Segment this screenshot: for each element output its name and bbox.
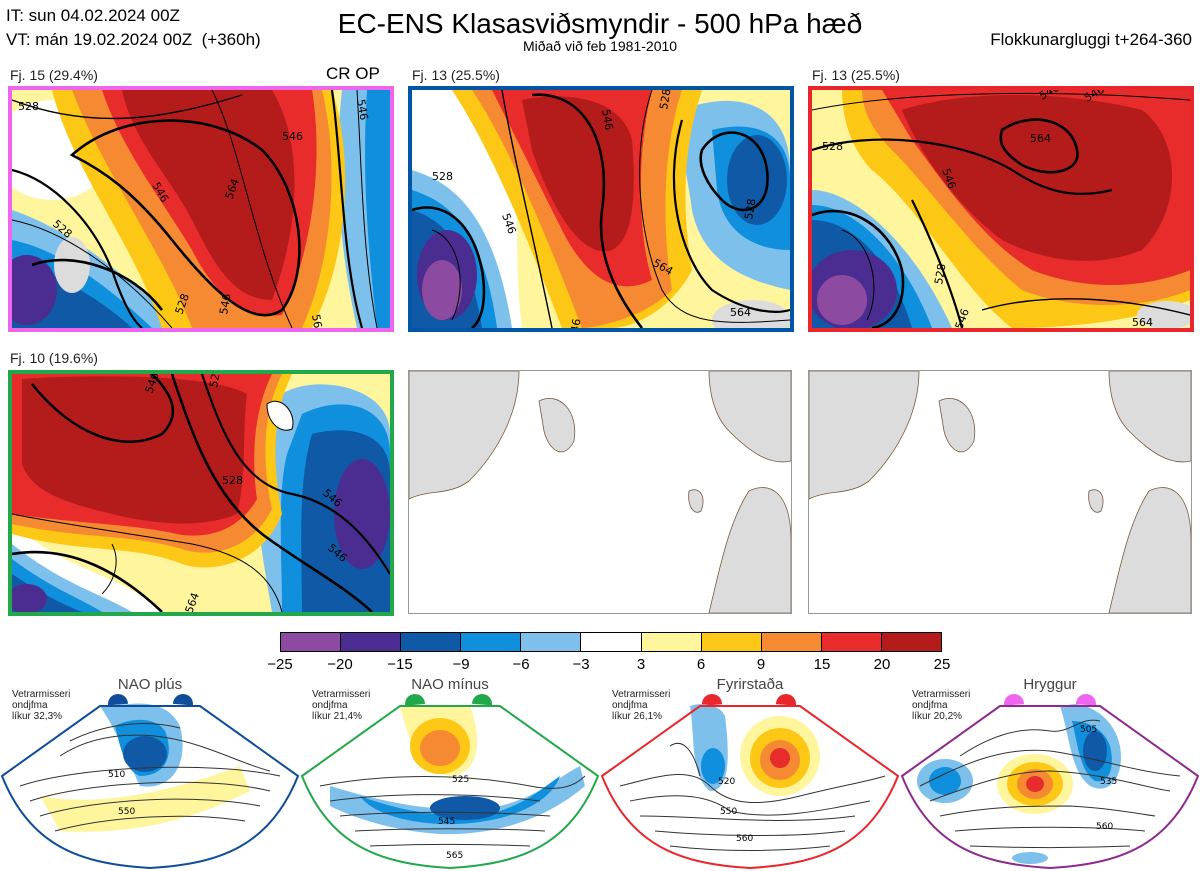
regime-contour-label: 545 bbox=[438, 817, 455, 827]
colorbar-tick: 15 bbox=[813, 656, 831, 673]
empty-base-map-1 bbox=[408, 370, 792, 614]
cluster-2-contour-6: 564 bbox=[730, 306, 751, 319]
cluster-4-contour-5: 564 bbox=[183, 591, 202, 612]
colorbar-tick: −15 bbox=[387, 656, 413, 673]
regime-name: Hryggur bbox=[1023, 676, 1077, 693]
colorbar-swatch bbox=[281, 633, 342, 651]
colorbar-swatch bbox=[341, 633, 402, 651]
cluster-3-contour-2: 564 bbox=[1030, 132, 1051, 145]
cluster-2-contour-5: 546 bbox=[567, 318, 583, 328]
cluster-map-2: 546 528 528 546 564 546 564 528 bbox=[408, 86, 794, 332]
regime-name: NAO plús bbox=[117, 676, 183, 693]
regime-note: Vetrarmisseri ondjfma líkur 32,3% bbox=[12, 689, 70, 722]
regime-nao-plus: NAO plús Vetrarmisseri ondjfma líkur 32,… bbox=[0, 676, 300, 871]
regime-contour-label: 565 bbox=[446, 851, 463, 861]
regime-note: Vetrarmisseri ondjfma líkur 20,2% bbox=[912, 689, 970, 722]
regime-map: 505 535 560 bbox=[900, 702, 1200, 870]
regime-contour-label: 550 bbox=[720, 807, 737, 817]
cluster-1-extra-label: CR OP bbox=[326, 64, 380, 83]
colorbar-swatch bbox=[401, 633, 462, 651]
colorbar-tick: 3 bbox=[636, 656, 646, 673]
cluster-2-contour-1: 528 bbox=[432, 170, 453, 183]
cluster-3-contour-6: 564 bbox=[1132, 316, 1153, 328]
empty-base-map-2 bbox=[808, 370, 1192, 614]
valid-time: VT: mán 19.02.2024 00Z (+360h) bbox=[6, 30, 261, 49]
colorbar-swatch bbox=[821, 633, 882, 651]
cluster-4-contour-1: 528 bbox=[207, 374, 223, 389]
colorbar-tick: 6 bbox=[696, 656, 706, 673]
colorbar-swatch bbox=[641, 633, 702, 651]
colorbar-swatch bbox=[701, 633, 762, 651]
colorbar-tick: −25 bbox=[267, 656, 293, 673]
colorbar-tick: 20 bbox=[873, 656, 891, 673]
regime-note-line: Vetrarmisseri bbox=[612, 689, 671, 700]
colorbar-tick: −20 bbox=[327, 656, 353, 673]
regime-note-line: ondjfma bbox=[912, 700, 948, 711]
regime-name: NAO mínus bbox=[411, 676, 489, 693]
regime-note-line: líkur 20,2% bbox=[912, 711, 963, 722]
regime-note-line: líkur 26,1% bbox=[612, 711, 663, 722]
colorbar-tick: −6 bbox=[512, 656, 530, 673]
classification-window: Flokkunargluggi t+264-360 bbox=[990, 30, 1192, 49]
cluster-2-contour-0: 546 bbox=[599, 108, 615, 131]
regime-map: 525 545 565 bbox=[300, 702, 600, 870]
regime-nao-minus: NAO mínus Vetrarmisseri ondjfma líkur 21… bbox=[300, 676, 600, 871]
regime-note-line: ondjfma bbox=[612, 700, 648, 711]
cluster-3-contour-1: 528 bbox=[822, 140, 843, 153]
regime-note-line: ondjfma bbox=[312, 700, 348, 711]
cluster-map-4: 546 528 528 546 546 564 bbox=[8, 370, 394, 616]
cluster-2-label: Fj. 13 (25.5%) bbox=[412, 67, 500, 83]
colorbar-tick: −9 bbox=[452, 656, 470, 673]
regime-map: 510 550 bbox=[0, 702, 300, 870]
cluster-1-contour-7: 564 bbox=[309, 313, 325, 328]
cluster-1-contour-6: 546 bbox=[217, 293, 233, 316]
cluster-1-contour-1: 546 bbox=[282, 130, 303, 143]
page-title: EC-ENS Klasasviðsmyndir - 500 hPa hæð bbox=[337, 8, 863, 39]
regime-contour-label: 510 bbox=[108, 770, 125, 780]
cluster-1-contour-8: 546 bbox=[354, 98, 370, 121]
colorbar-swatch bbox=[581, 633, 642, 651]
regime-note-line: ondjfma bbox=[12, 700, 48, 711]
cluster-1-contour-0: 528 bbox=[18, 100, 39, 113]
cluster-1-label: Fj. 15 (29.4%) bbox=[10, 67, 98, 83]
colorbar bbox=[280, 632, 942, 652]
cluster-map-1: 528 546 564 528 546 528 546 564 546 bbox=[8, 86, 394, 332]
regime-note-line: Vetrarmisseri bbox=[912, 689, 971, 700]
regime-contour-label: 560 bbox=[736, 834, 753, 844]
colorbar-swatch bbox=[521, 633, 582, 651]
regime-note: Vetrarmisseri ondjfma líkur 21,4% bbox=[312, 689, 370, 722]
colorbar-tick: 25 bbox=[933, 656, 951, 673]
colorbar-tick: 9 bbox=[756, 656, 766, 673]
regime-contour-label: 550 bbox=[118, 807, 135, 817]
cluster-2-contour-2: 528 bbox=[742, 198, 758, 221]
colorbar-swatch bbox=[881, 633, 942, 651]
regime-contour-label: 505 bbox=[1080, 725, 1097, 735]
regime-blocking: Fyrirstaða Vetrarmisseri ondjfma líkur 2… bbox=[600, 676, 900, 871]
cluster-2-contour-7: 528 bbox=[657, 90, 673, 111]
colorbar-swatch bbox=[761, 633, 822, 651]
regime-contour-label: 560 bbox=[1096, 822, 1113, 832]
regime-note-line: Vetrarmisseri bbox=[312, 689, 371, 700]
regime-contour-label: 520 bbox=[718, 777, 735, 787]
regime-name: Fyrirstaða bbox=[716, 676, 784, 693]
init-time: IT: sun 04.02.2024 00Z bbox=[6, 6, 180, 25]
regime-map: 520 550 560 bbox=[600, 702, 900, 870]
regime-note-line: líkur 21,4% bbox=[312, 711, 363, 722]
cluster-4-contour-2: 528 bbox=[222, 474, 243, 487]
regime-note: Vetrarmisseri ondjfma líkur 26,1% bbox=[612, 689, 670, 722]
cluster-3-contour-7: 546 bbox=[953, 307, 972, 328]
cluster-3-contour-5: 528 bbox=[932, 263, 948, 286]
colorbar-tick: −3 bbox=[572, 656, 590, 673]
cluster-4-label: Fj. 10 (19.6%) bbox=[10, 350, 98, 366]
page-subtitle: Miðað við feb 1981-2010 bbox=[522, 38, 678, 54]
colorbar-swatch bbox=[461, 633, 522, 651]
regime-ridge: Hryggur Vetrarmisseri ondjfma líkur 20,2… bbox=[900, 676, 1200, 871]
regime-note-line: Vetrarmisseri bbox=[12, 689, 71, 700]
regime-contour-label: 535 bbox=[1100, 777, 1117, 787]
cluster-map-3: 546 528 564 546 546 528 564 546 bbox=[808, 86, 1194, 332]
regime-note-line: líkur 32,3% bbox=[12, 711, 63, 722]
cluster-3-label: Fj. 13 (25.5%) bbox=[812, 67, 900, 83]
regime-contour-label: 525 bbox=[452, 775, 469, 785]
